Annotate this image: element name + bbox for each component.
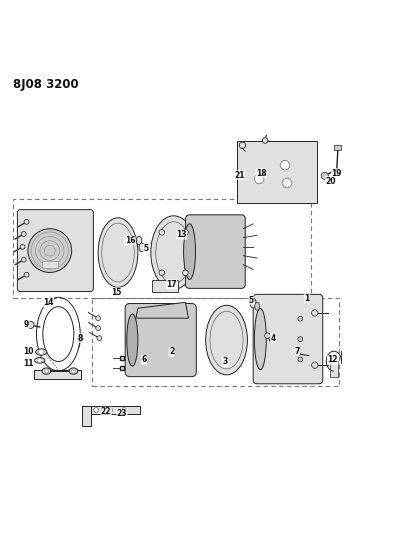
Text: 21: 21 — [234, 171, 245, 180]
Circle shape — [20, 245, 25, 249]
Ellipse shape — [36, 349, 47, 355]
Text: 6: 6 — [141, 356, 146, 365]
Circle shape — [280, 160, 290, 170]
Circle shape — [77, 336, 83, 342]
Bar — [82, 406, 140, 415]
Circle shape — [265, 333, 270, 338]
Text: 13: 13 — [176, 230, 187, 239]
Text: 16: 16 — [124, 236, 135, 245]
Bar — [330, 361, 338, 377]
Circle shape — [122, 408, 126, 413]
Circle shape — [183, 230, 188, 235]
Circle shape — [298, 316, 303, 321]
Bar — [42, 261, 58, 269]
Circle shape — [159, 230, 165, 235]
Text: 8J08 3200: 8J08 3200 — [13, 78, 78, 91]
Ellipse shape — [42, 368, 51, 374]
Text: 8: 8 — [77, 334, 83, 343]
Text: 9: 9 — [24, 320, 29, 329]
Ellipse shape — [255, 302, 259, 310]
Text: 20: 20 — [326, 176, 336, 185]
Text: 4: 4 — [271, 334, 276, 343]
Ellipse shape — [69, 368, 78, 374]
FancyBboxPatch shape — [18, 209, 93, 292]
Text: 17: 17 — [166, 280, 177, 289]
Ellipse shape — [127, 314, 138, 366]
Circle shape — [321, 172, 328, 180]
Circle shape — [22, 232, 26, 236]
Ellipse shape — [139, 243, 144, 252]
FancyBboxPatch shape — [253, 294, 323, 384]
Bar — [13, 199, 311, 298]
Text: 14: 14 — [43, 298, 53, 307]
Circle shape — [96, 326, 101, 330]
Circle shape — [71, 369, 75, 373]
Circle shape — [37, 358, 42, 363]
Bar — [152, 280, 178, 292]
Text: 7: 7 — [294, 348, 300, 357]
Ellipse shape — [136, 236, 142, 245]
Ellipse shape — [205, 305, 247, 375]
Ellipse shape — [255, 309, 266, 369]
Bar — [82, 407, 91, 425]
Text: 3: 3 — [223, 358, 228, 366]
Text: 5: 5 — [249, 296, 254, 305]
Text: 5: 5 — [143, 244, 148, 253]
Circle shape — [22, 257, 26, 262]
Ellipse shape — [98, 218, 138, 287]
Ellipse shape — [250, 298, 256, 308]
Circle shape — [94, 408, 99, 413]
Circle shape — [298, 357, 303, 362]
Polygon shape — [136, 302, 188, 318]
Text: 22: 22 — [101, 407, 111, 416]
Text: 10: 10 — [23, 348, 34, 357]
Ellipse shape — [34, 358, 45, 363]
Circle shape — [28, 229, 72, 272]
Circle shape — [97, 336, 102, 341]
Polygon shape — [237, 141, 317, 203]
Circle shape — [298, 337, 303, 342]
Text: 15: 15 — [111, 288, 121, 297]
FancyBboxPatch shape — [186, 215, 245, 288]
Text: 18: 18 — [256, 168, 267, 177]
Circle shape — [96, 316, 101, 320]
Bar — [334, 145, 342, 150]
Circle shape — [262, 138, 268, 143]
Circle shape — [24, 272, 29, 277]
Circle shape — [27, 321, 34, 328]
Text: 1: 1 — [304, 294, 310, 303]
Text: 12: 12 — [328, 356, 338, 365]
Circle shape — [44, 369, 48, 373]
Text: 11: 11 — [23, 359, 34, 368]
FancyBboxPatch shape — [125, 303, 196, 377]
Ellipse shape — [151, 216, 197, 289]
Circle shape — [282, 178, 292, 188]
Circle shape — [24, 220, 29, 224]
Ellipse shape — [184, 224, 196, 279]
Circle shape — [159, 270, 165, 276]
Circle shape — [38, 349, 44, 355]
Circle shape — [312, 362, 318, 368]
Circle shape — [239, 142, 246, 148]
Circle shape — [312, 310, 318, 316]
Circle shape — [294, 351, 300, 357]
Text: 23: 23 — [117, 409, 127, 418]
Bar — [34, 370, 81, 378]
Circle shape — [183, 270, 188, 276]
Bar — [92, 298, 339, 386]
Text: 19: 19 — [332, 168, 342, 177]
Circle shape — [255, 174, 264, 184]
Text: 2: 2 — [169, 348, 174, 357]
Circle shape — [108, 408, 113, 413]
